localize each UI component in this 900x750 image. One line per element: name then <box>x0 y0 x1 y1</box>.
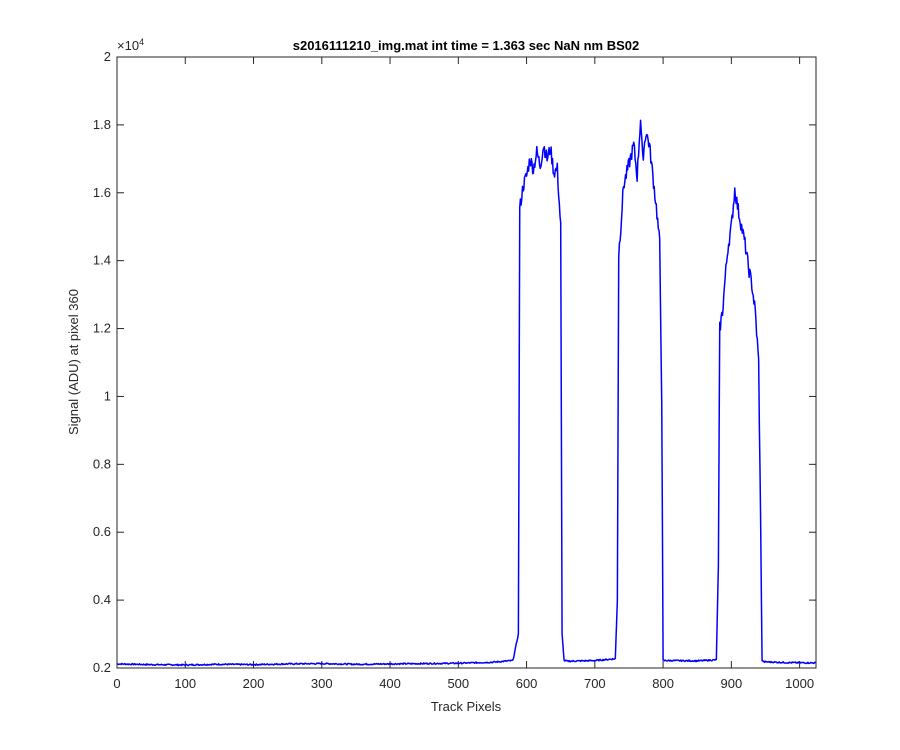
x-tick-label: 500 <box>447 676 469 691</box>
series-line <box>116 119 817 667</box>
y-tick-label: 0.2 <box>93 660 111 675</box>
y-tick-label: 2 <box>104 49 111 64</box>
x-tick-label: 800 <box>652 676 674 691</box>
y-tick-label: 1.6 <box>93 185 111 200</box>
x-tick-label: 100 <box>174 676 196 691</box>
x-tick-label: 300 <box>311 676 333 691</box>
x-tick-label: 400 <box>379 676 401 691</box>
y-tick-label: 1.4 <box>93 253 111 268</box>
y-tick-label: 1.2 <box>93 321 111 336</box>
x-tick-label: 600 <box>516 676 538 691</box>
x-tick-label: 700 <box>584 676 606 691</box>
y-tick-label: 0.6 <box>93 524 111 539</box>
x-tick-label: 1000 <box>785 676 814 691</box>
tick-labels-layer: 0 100 200 300 400 500 600 700 800 900 1000 0.2 0.4 0.… <box>93 49 814 691</box>
y-tick-label: 1 <box>104 388 111 403</box>
axes-box <box>116 56 817 669</box>
y-axis-label: Signal (ADU) at pixel 360 <box>66 289 81 435</box>
y-exponent-base: ×10 <box>117 38 139 53</box>
x-tick-label: 900 <box>721 676 743 691</box>
y-tick-label: 1.8 <box>93 117 111 132</box>
chart-title: s2016111210_img.mat int time = 1.363 sec… <box>293 38 640 53</box>
y-tick-label: 0.4 <box>93 592 111 607</box>
x-axis-label: Track Pixels <box>431 699 502 714</box>
y-axis-exponent: ×104 <box>117 37 144 53</box>
y-tick-label: 0.8 <box>93 456 111 471</box>
x-tick-label: 200 <box>243 676 265 691</box>
y-exponent-power: 4 <box>139 37 144 47</box>
x-tick-label: 0 <box>113 676 120 691</box>
plot-area <box>117 57 816 668</box>
